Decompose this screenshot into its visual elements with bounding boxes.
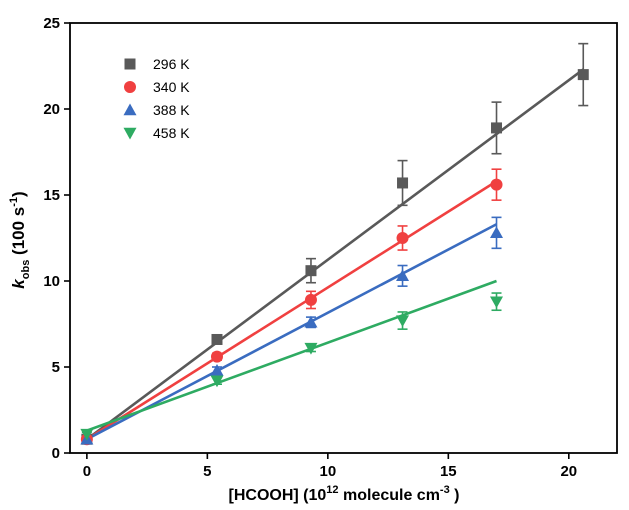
legend-label: 458 K <box>153 125 190 141</box>
data-point-458-k <box>396 315 410 328</box>
legend-marker-340-k <box>124 81 136 93</box>
fit-line-458-k <box>86 279 497 432</box>
legend-item-388-k: 388 K <box>123 102 190 118</box>
y-tick-label: 25 <box>43 15 60 32</box>
x-axis-title: [HCOOH] (1012 molecule cm-3 ) <box>229 484 460 504</box>
data-point-296-k <box>305 265 317 277</box>
legend-item-340-k: 340 K <box>124 79 190 95</box>
y-tick-label: 20 <box>43 101 60 118</box>
data-point-340-k <box>490 178 503 191</box>
legend-label: 388 K <box>153 102 190 118</box>
x-axis-ticks: 0 5 10 15 20 <box>83 453 577 480</box>
data-point-458-k <box>80 428 94 441</box>
legend-marker-388-k <box>123 103 137 116</box>
y-axis-title: kobs (100 s-1) <box>8 191 32 288</box>
data-point-296-k <box>577 69 589 81</box>
data-points <box>80 69 589 446</box>
data-point-388-k <box>490 226 504 239</box>
data-point-458-k <box>304 342 318 355</box>
plot-frame <box>69 22 618 454</box>
y-tick-label: 5 <box>52 359 60 376</box>
x-tick-label: 20 <box>560 463 577 480</box>
data-point-340-k <box>396 232 409 244</box>
y-tick-label: 0 <box>52 445 60 462</box>
data-point-296-k <box>211 333 223 345</box>
fit-line-388-k <box>86 223 498 441</box>
y-tick-label: 15 <box>43 187 60 204</box>
data-point-296-k <box>491 122 503 134</box>
x-tick-label: 5 <box>203 463 211 480</box>
data-point-340-k <box>210 350 223 363</box>
data-point-340-k <box>304 293 317 306</box>
legend: 296 K 340 K 388 K 458 K <box>123 56 190 141</box>
data-point-458-k <box>210 375 224 388</box>
legend-marker-296-k <box>124 58 136 70</box>
x-tick-label: 10 <box>319 463 336 480</box>
legend-marker-458-k <box>123 127 137 140</box>
data-point-458-k <box>490 296 504 309</box>
data-point-388-k <box>210 363 224 376</box>
data-point-296-k <box>397 177 409 189</box>
legend-item-458-k: 458 K <box>123 125 190 141</box>
x-tick-label: 0 <box>83 463 91 480</box>
y-tick-label: 10 <box>43 273 60 290</box>
data-point-388-k <box>304 315 318 328</box>
legend-label: 296 K <box>153 56 190 72</box>
legend-item-296-k: 296 K <box>124 56 190 72</box>
data-point-388-k <box>396 269 410 282</box>
x-tick-label: 15 <box>440 463 457 480</box>
fit-line-340-k <box>86 180 498 441</box>
y-axis-ticks: 0 5 10 15 20 25 <box>43 15 70 462</box>
legend-label: 340 K <box>153 79 190 95</box>
